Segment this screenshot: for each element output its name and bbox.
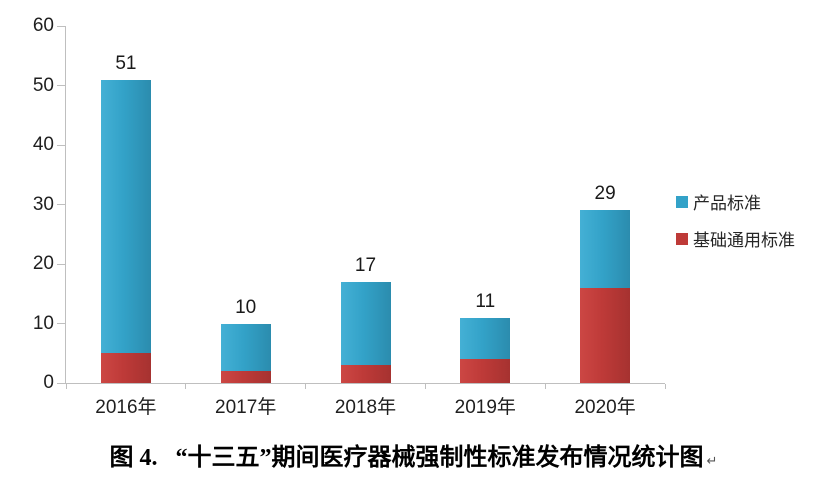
x-axis-label: 2018年: [334, 397, 397, 418]
bar-total-label: 29: [594, 183, 616, 205]
plot-area: 0 10 20 30 40 50 60 2016年 2017年 2018年 2019年 2020年 51…: [33, 15, 666, 418]
x-axis-tick: [664, 384, 666, 389]
x-axis-tick: [305, 384, 307, 389]
bar-segment-product-standard: [220, 323, 271, 372]
y-axis-label: 10: [32, 312, 54, 334]
y-axis-tick: [57, 144, 65, 146]
bar-total-label: 51: [115, 52, 137, 74]
x-axis-label: 2020年: [574, 397, 636, 418]
bar-segment-product-standard: [100, 79, 151, 354]
bar-segment-basic-general-standard: [340, 365, 391, 383]
y-axis-label: 40: [32, 134, 54, 155]
bar-segment-product-standard: [460, 317, 511, 360]
x-axis-tick: [544, 384, 546, 389]
legend-item-basic-general-standard: 基础通用标准: [676, 226, 795, 251]
y-axis-tick: [57, 85, 65, 86]
chart-legend: 产品标准基础通用标准: [676, 189, 795, 251]
bar-segment-product-standard: [340, 281, 391, 366]
bar-total-label: 10: [235, 296, 257, 318]
bar-segment-basic-general-standard: [100, 353, 151, 383]
legend-swatch-icon: [676, 195, 688, 208]
figure-caption: 图 4. “十三五”期间医疗器械强制性标准发布情况统计图 ↵: [0, 437, 827, 472]
legend-item-product-standard: 产品标准: [676, 189, 795, 214]
y-axis-label: 20: [32, 253, 54, 274]
bar-total-label: 11: [475, 290, 496, 312]
y-axis-tick: [57, 323, 65, 324]
y-axis-label: 0: [43, 372, 54, 393]
bar-segment-basic-general-standard: [580, 287, 631, 383]
bar-segment-product-standard: [580, 210, 631, 288]
bar-segment-basic-general-standard: [220, 371, 271, 383]
paragraph-return-mark: ↵: [706, 453, 718, 468]
x-axis-label: 2016年: [95, 397, 157, 418]
y-axis-tick: [57, 263, 65, 265]
bar-total-label: 17: [354, 254, 377, 276]
legend-label: 产品标准: [693, 194, 761, 213]
figure-caption-text: “十三五”期间医疗器械强制性标准发布情况统计图: [175, 445, 704, 471]
y-axis-label: 30: [32, 193, 54, 215]
y-axis-tick: [57, 382, 65, 384]
y-axis-tick: [57, 25, 65, 27]
y-axis-label: 60: [32, 15, 54, 36]
figure-number: 图 4.: [109, 445, 158, 471]
x-axis-label: 2019年: [454, 397, 516, 418]
legend-swatch-icon: [676, 232, 688, 245]
y-axis-tick: [57, 204, 65, 205]
x-axis-tick: [424, 384, 426, 389]
bar-segment-basic-general-standard: [460, 359, 511, 383]
legend-label: 基础通用标准: [693, 231, 795, 250]
x-axis-tick: [185, 384, 187, 389]
x-axis-label: 2017年: [215, 397, 277, 418]
y-axis-label: 50: [32, 74, 54, 96]
x-axis-tick: [65, 384, 67, 389]
